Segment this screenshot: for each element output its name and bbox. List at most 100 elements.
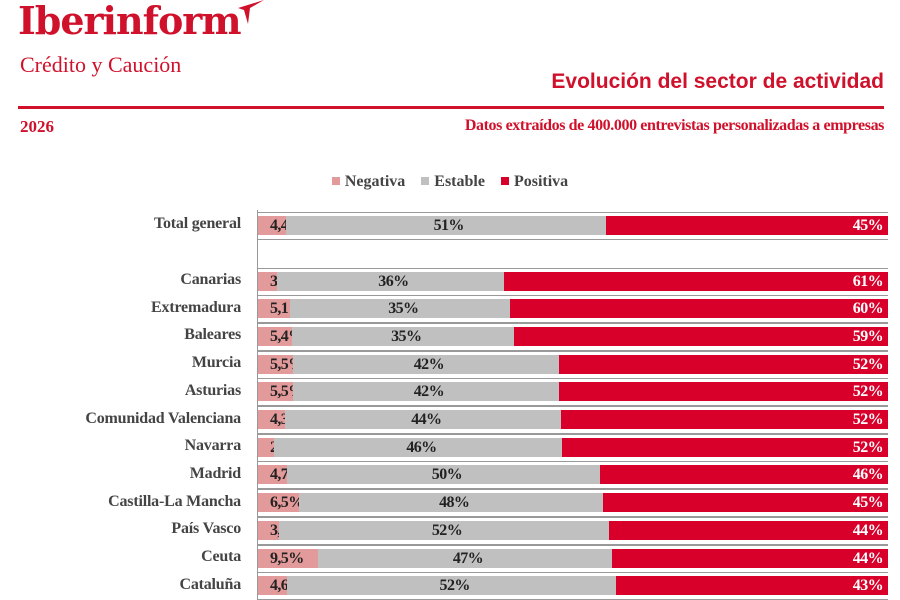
legend-item-positiva: Positiva — [500, 173, 569, 191]
bar-segment-estable — [292, 382, 559, 402]
legend-item-estable: Estable — [421, 173, 485, 191]
row-gridline — [258, 350, 888, 352]
bar-segment-estable — [317, 548, 613, 568]
data-label-positiva: 44% — [852, 549, 884, 567]
bar-segment-negativa — [258, 520, 279, 540]
data-label-estable: 42% — [413, 355, 445, 373]
legend-item-negativa: Negativa — [331, 173, 405, 191]
row-gridline — [258, 543, 888, 545]
bar-segment-estable — [287, 465, 601, 485]
data-label-estable: 52% — [439, 577, 471, 595]
bar-segment-positiva — [558, 354, 888, 374]
bar-segment-estable — [285, 215, 606, 235]
bar-segment-negativa — [258, 354, 293, 374]
data-label-positiva: 52% — [852, 355, 884, 373]
row-gridline — [258, 238, 888, 240]
bar-segment-negativa — [258, 215, 286, 235]
bar-segment-negativa — [258, 465, 288, 485]
logo-swoosh-icon — [238, 0, 264, 24]
data-label-estable: 48% — [439, 494, 470, 512]
data-label-positiva: 60% — [852, 300, 884, 318]
data-label-positiva: 46% — [852, 466, 884, 484]
legend-label: Positiva — [513, 173, 569, 190]
row-gridline — [258, 571, 888, 573]
row-gridline — [258, 461, 888, 463]
bar-segment-estable — [299, 493, 604, 513]
category-label: Madrid — [189, 464, 241, 482]
row-gridline — [258, 433, 888, 434]
legend: Negativa Estable Positiva — [0, 173, 900, 191]
bar-segment-positiva — [616, 576, 888, 596]
chart-subtitle: Datos extraídos de 400.000 entrevistas p… — [464, 117, 885, 134]
bar-segment-estable — [278, 520, 609, 540]
row-gridline — [258, 377, 888, 379]
bar-segment-estable — [276, 271, 504, 291]
bar-segment-negativa — [258, 548, 318, 568]
bar-segment-estable — [292, 326, 515, 346]
row-gridline — [258, 516, 888, 518]
data-label-positiva: 61% — [852, 272, 884, 290]
category-label: Ceuta — [201, 548, 241, 565]
category-axis — [257, 210, 258, 600]
bar-segment-positiva — [608, 520, 888, 540]
legend-label: Estable — [434, 173, 485, 190]
row-gridline — [258, 405, 888, 407]
category-label: Cataluña — [179, 575, 241, 593]
bar-segment-positiva — [612, 548, 888, 568]
data-label-positiva: 52% — [852, 438, 884, 456]
data-label-positiva: 45% — [852, 494, 884, 512]
bar-segment-negativa — [258, 493, 300, 513]
bar-segment-estable — [287, 576, 616, 596]
data-label-estable: 50% — [431, 466, 463, 484]
row-gridline — [258, 294, 888, 296]
category-label: Murcia — [191, 354, 241, 372]
bar-segment-estable — [290, 299, 511, 319]
bar-segment-estable — [274, 437, 563, 457]
chart-title: Evolución del sector de actividad — [551, 70, 884, 93]
bar-segment-positiva — [605, 215, 888, 235]
bar-segment-positiva — [558, 382, 888, 402]
header-divider — [18, 106, 884, 109]
category-label: Canarias — [180, 271, 241, 288]
data-label-positiva: 59% — [852, 327, 884, 345]
bar-segment-positiva — [603, 493, 888, 513]
bar-segment-positiva — [561, 410, 888, 429]
bar-segment-positiva — [503, 271, 888, 291]
category-label: Asturias — [184, 381, 241, 399]
data-label-estable: 46% — [406, 438, 437, 456]
row-gridline — [258, 378, 888, 380]
data-label-estable: 36% — [378, 272, 409, 290]
data-label-estable: 51% — [433, 216, 465, 234]
logo: Iberinform — [18, 0, 242, 43]
bar-segment-negativa — [258, 437, 275, 457]
bar-segment-estable — [285, 410, 562, 429]
bar-segment-negativa — [258, 410, 285, 429]
row-gridline — [258, 488, 888, 490]
data-label-estable: 35% — [388, 300, 419, 318]
data-label-estable: 42% — [413, 383, 445, 401]
row-gridline — [258, 211, 888, 213]
row-gridline — [258, 489, 888, 491]
row-gridline — [258, 349, 888, 351]
bar-segment-positiva — [600, 465, 888, 485]
data-label-positiva: 52% — [852, 383, 884, 401]
row-gridline — [258, 460, 888, 462]
row-gridline — [258, 322, 888, 324]
legend-swatch — [331, 177, 340, 185]
row-gridline — [258, 322, 888, 324]
category-label: Navarra — [184, 437, 242, 455]
category-label: Total general — [153, 215, 241, 232]
bar-segment-positiva — [514, 326, 888, 346]
data-label-positiva: 45% — [852, 216, 884, 234]
data-label-estable: 35% — [391, 327, 422, 345]
bar-segment-negativa — [258, 271, 277, 291]
data-label-positiva: 52% — [852, 411, 884, 428]
category-label: Extremadura — [151, 298, 241, 316]
category-label: Comunidad Valenciana — [85, 409, 241, 427]
row-gridline — [258, 295, 888, 297]
row-gridline — [258, 544, 888, 546]
bar-segment-negativa — [258, 326, 293, 346]
bar-segment-negativa — [258, 299, 291, 319]
row-gridline — [258, 572, 888, 574]
row-gridline — [258, 267, 888, 269]
